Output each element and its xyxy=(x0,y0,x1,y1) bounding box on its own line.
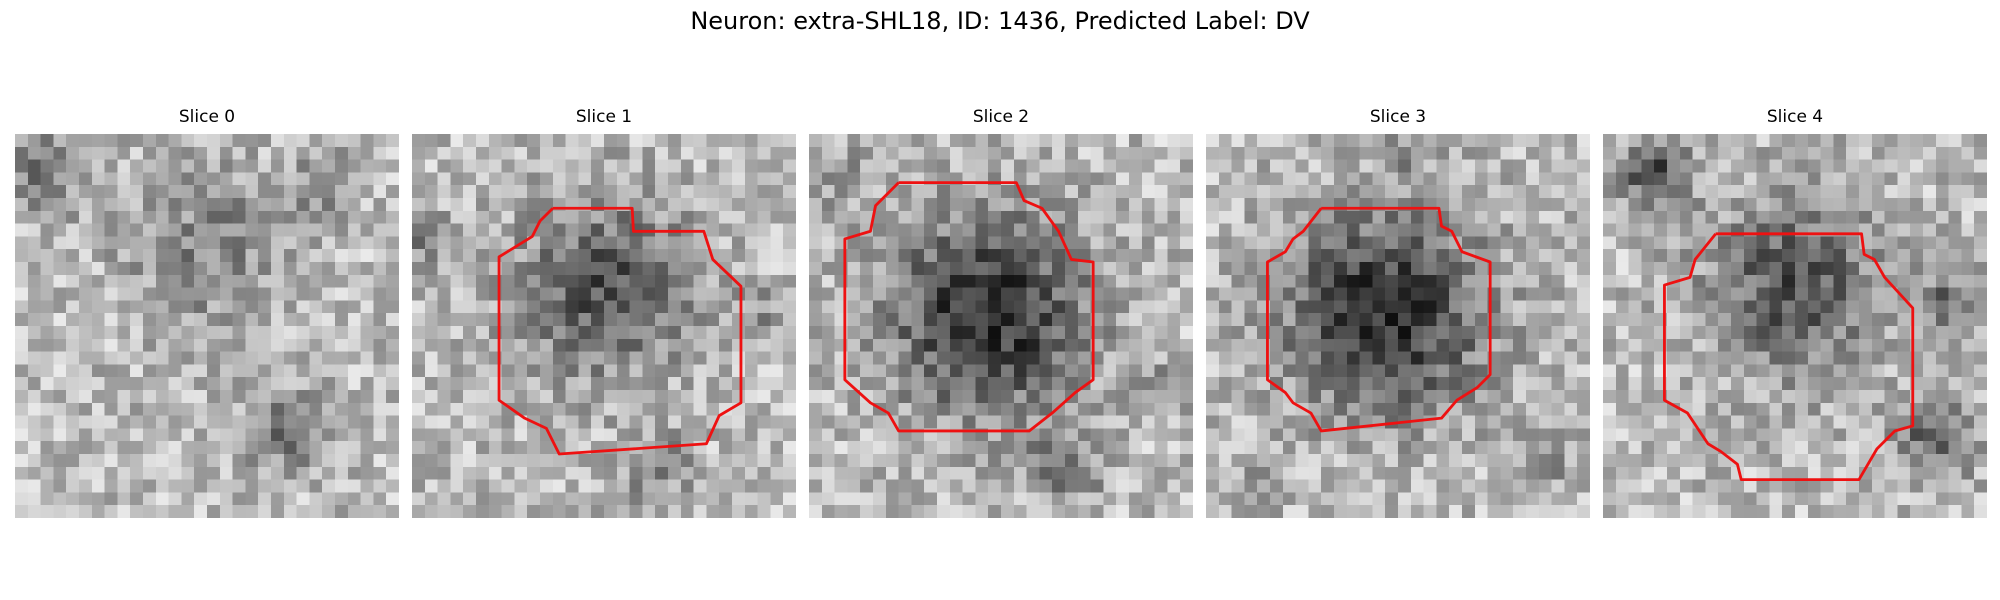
segmentation-contour xyxy=(497,206,743,456)
slice-title: Slice 0 xyxy=(178,107,236,127)
slice-image xyxy=(15,134,399,518)
segmentation-contour xyxy=(1266,206,1492,433)
slice-panel-0: Slice 0 xyxy=(15,106,399,520)
slice-title: Slice 3 xyxy=(1369,107,1427,127)
slice-panel-1: Slice 1 xyxy=(412,106,796,520)
segmentation-contour xyxy=(843,181,1095,433)
slice-title: Slice 4 xyxy=(1766,107,1824,127)
pixel-grid xyxy=(1603,134,1987,518)
figure-title: Neuron: extra-SHL18, ID: 1436, Predicted… xyxy=(690,7,1310,35)
slice-image xyxy=(1603,134,1987,518)
pixel-grid xyxy=(809,134,1193,518)
slice-image xyxy=(1206,134,1590,518)
pixel-grid xyxy=(1206,134,1590,518)
slice-title: Slice 1 xyxy=(575,107,633,127)
pixel-grid xyxy=(412,134,796,518)
slice-image xyxy=(412,134,796,518)
segmentation-contour xyxy=(1663,232,1915,482)
slice-title: Slice 2 xyxy=(972,107,1030,127)
pixel-grid xyxy=(15,134,399,518)
slice-panel-4: Slice 4 xyxy=(1603,106,1987,520)
slice-panel-3: Slice 3 xyxy=(1206,106,1590,520)
slice-image xyxy=(809,134,1193,518)
slice-panel-2: Slice 2 xyxy=(809,106,1193,520)
